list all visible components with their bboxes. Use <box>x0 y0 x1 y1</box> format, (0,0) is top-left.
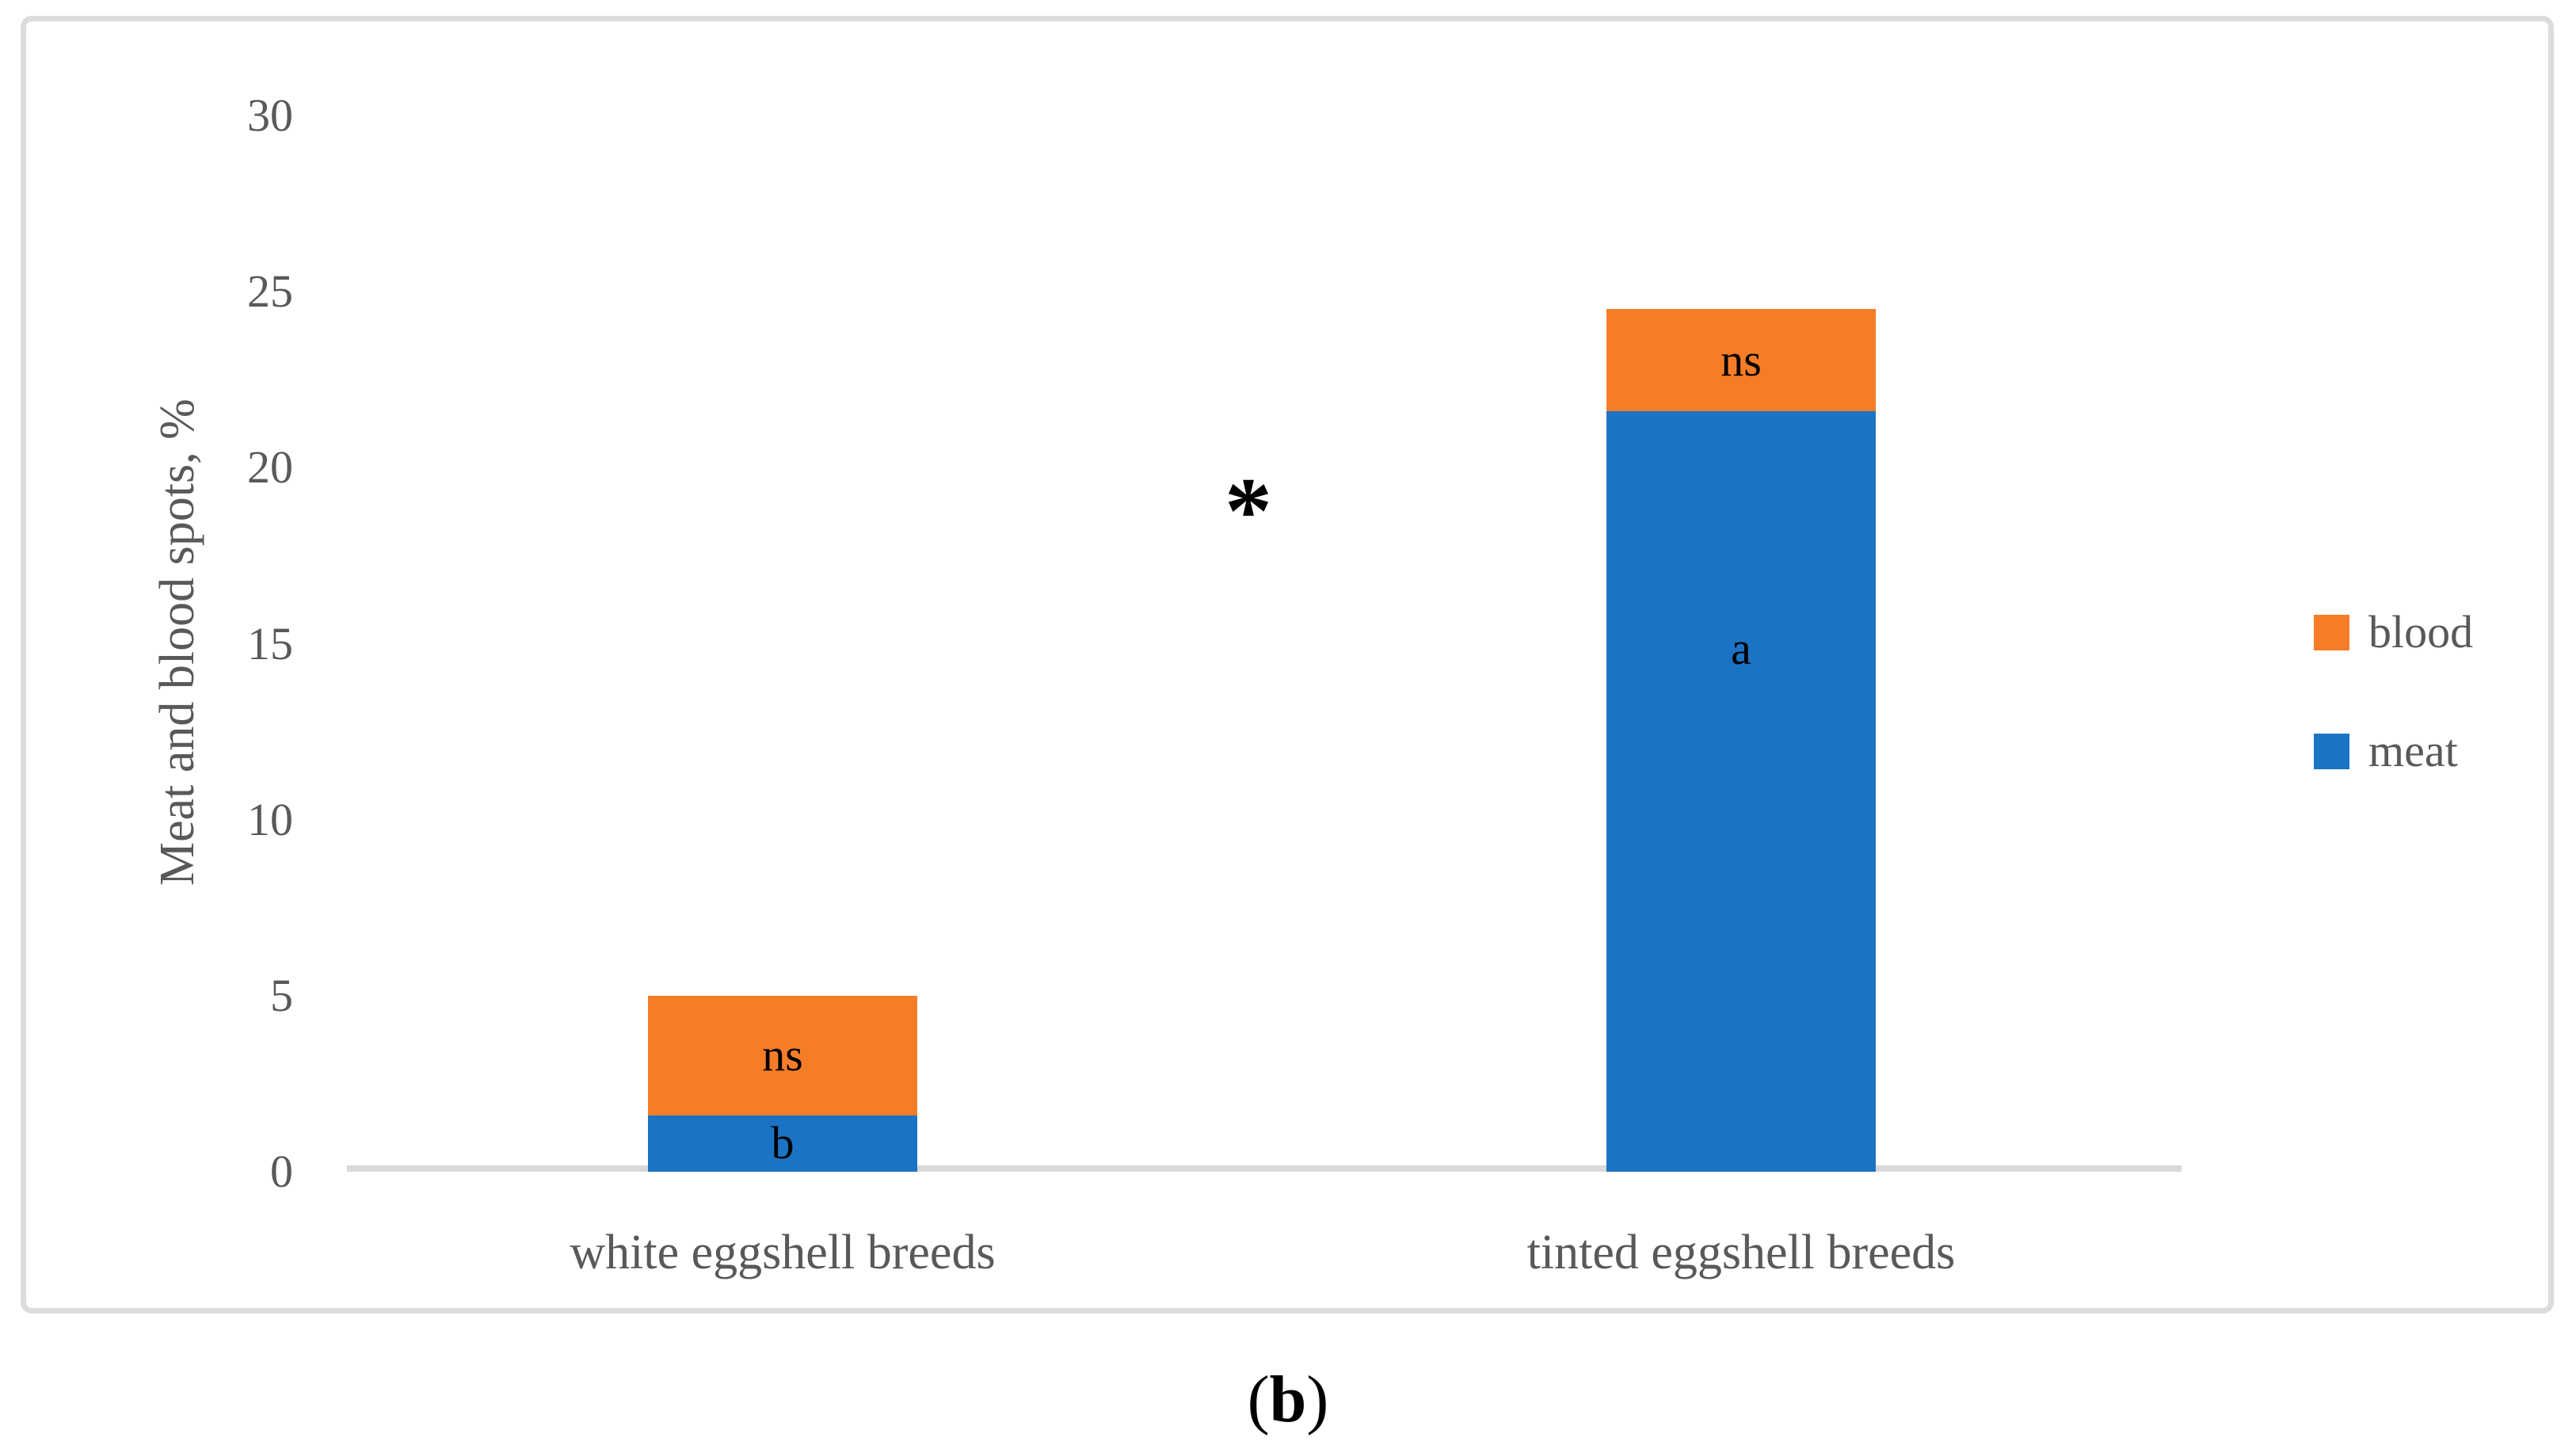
bar-segment-blood-0: ns <box>648 995 917 1115</box>
chart-frame: Meat and blood spots, % 0 5 10 15 20 25 30 b ns… <box>21 16 2554 1314</box>
y-tick-label-0: 0 <box>270 1146 293 1197</box>
x-category-label-0: white eggshell breeds <box>570 1226 996 1279</box>
legend-label-blood: blood <box>2368 606 2474 658</box>
caption-open-paren: ( <box>1247 1363 1270 1436</box>
legend-swatch-meat-icon <box>2314 733 2349 769</box>
segment-label-meat-1: a <box>1731 623 1751 675</box>
segment-label-meat-0: b <box>771 1117 795 1169</box>
y-tick-label-25: 25 <box>247 265 293 318</box>
caption-close-paren: ) <box>1306 1363 1329 1436</box>
segment-label-blood-0: ns <box>762 1029 803 1081</box>
x-category-label-1: tinted eggshell breeds <box>1526 1226 1956 1279</box>
legend-swatch-blood-icon <box>2314 614 2349 650</box>
significance-asterisk: * <box>1225 457 1272 563</box>
y-tick-label-10: 10 <box>247 793 293 845</box>
bar-segment-meat-1: a <box>1606 411 1876 1172</box>
segment-label-blood-1: ns <box>1721 334 1762 386</box>
y-tick-label-20: 20 <box>247 441 293 494</box>
legend-item-meat: meat <box>2314 728 2458 774</box>
legend-label-meat: meat <box>2368 725 2458 776</box>
y-tick-label-15: 15 <box>247 617 293 669</box>
bar-segment-meat-0: b <box>648 1115 917 1172</box>
subfigure-caption: (b) <box>0 1361 2576 1438</box>
y-tick-label-30: 30 <box>247 90 293 142</box>
bar-segment-blood-1: ns <box>1606 309 1876 412</box>
caption-letter: b <box>1269 1363 1307 1436</box>
y-tick-label-5: 5 <box>270 969 293 1021</box>
legend-item-blood: blood <box>2314 609 2473 655</box>
x-axis-line <box>347 1165 2182 1172</box>
